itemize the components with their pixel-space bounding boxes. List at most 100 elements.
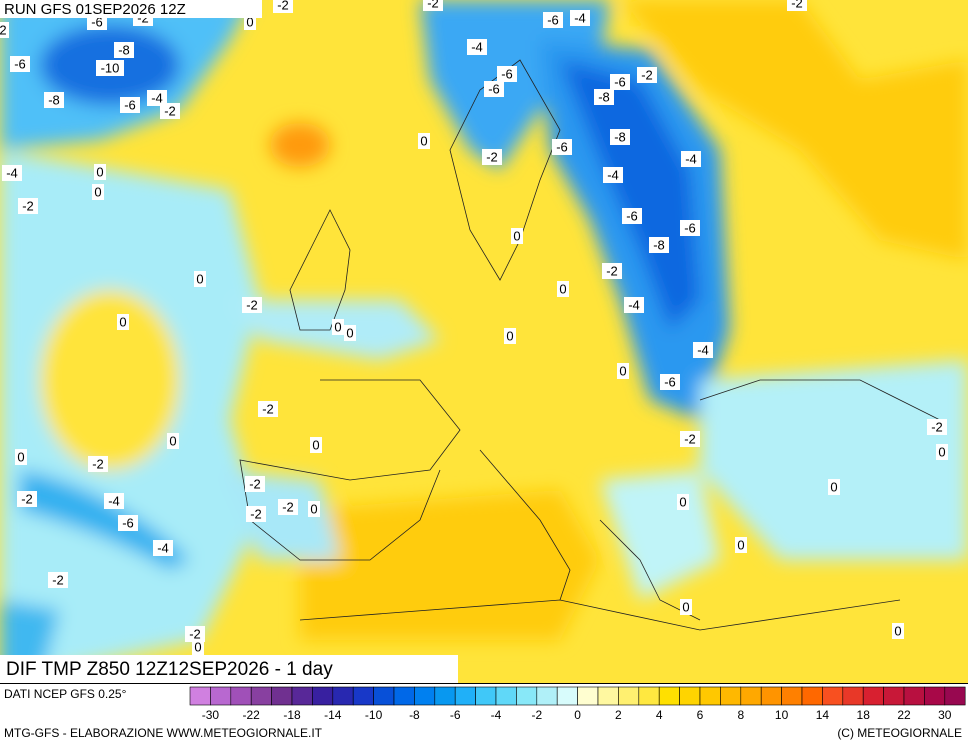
legend-label: -4 bbox=[491, 708, 502, 722]
contour-label: -4 bbox=[685, 151, 697, 166]
legend-swatch bbox=[781, 686, 803, 706]
contour-label: 0 bbox=[312, 437, 319, 452]
contour-label-box bbox=[927, 419, 947, 435]
contour-label-box bbox=[892, 623, 904, 639]
legend-swatch bbox=[679, 686, 701, 706]
legend-swatch bbox=[434, 686, 456, 706]
legend-swatch bbox=[516, 686, 538, 706]
legend-swatch bbox=[454, 686, 476, 706]
contour-label-box bbox=[246, 506, 266, 522]
contour-label: -2 bbox=[249, 476, 261, 491]
contour-label: -4 bbox=[108, 493, 120, 508]
legend-swatch bbox=[556, 686, 578, 706]
legend-swatch bbox=[597, 686, 619, 706]
contour-label: 0 bbox=[334, 319, 341, 334]
contour-label-box bbox=[153, 540, 173, 556]
contour-label: -2 bbox=[164, 103, 176, 118]
contour-label-box bbox=[624, 297, 644, 313]
contour-label-box bbox=[660, 374, 680, 390]
legend-swatch bbox=[903, 686, 925, 706]
contour-label-box bbox=[828, 479, 840, 495]
contour-label: -2 bbox=[246, 297, 258, 312]
contour-label-box bbox=[497, 66, 517, 82]
contour-label-box bbox=[308, 501, 320, 517]
contour-label: -8 bbox=[48, 92, 60, 107]
contour-label-box bbox=[504, 328, 516, 344]
contour-label-box bbox=[482, 149, 502, 165]
contour-label: 0 bbox=[310, 501, 317, 516]
contour-label-box bbox=[511, 228, 523, 244]
contour-label: 0 bbox=[513, 228, 520, 243]
contour-label: 0 bbox=[96, 164, 103, 179]
contour-label-box bbox=[242, 297, 262, 313]
run-label: RUN GFS 01SEP2026 12Z bbox=[4, 1, 186, 18]
contour-label-box bbox=[680, 431, 700, 447]
legend-swatch bbox=[250, 686, 272, 706]
contour-label-box bbox=[936, 444, 948, 460]
contour-label: -6 bbox=[684, 220, 696, 235]
contour-label-box bbox=[96, 60, 124, 76]
contour-label: -6 bbox=[122, 515, 134, 530]
contour-label-box bbox=[273, 0, 293, 13]
contour-label: -6 bbox=[14, 56, 26, 71]
legend-label: 8 bbox=[737, 708, 744, 722]
contour-label: -2 bbox=[189, 626, 201, 641]
contour-label-box bbox=[114, 42, 134, 58]
contour-label-box bbox=[44, 92, 64, 108]
contour-label: -4 bbox=[6, 165, 18, 180]
contour-label-box bbox=[17, 491, 37, 507]
legend-swatch bbox=[210, 686, 232, 706]
contour-label: -6 bbox=[124, 97, 136, 112]
copyright: (C) METEOGIORNALE bbox=[837, 726, 962, 740]
contour-label-box bbox=[194, 271, 206, 287]
contour-label-box bbox=[18, 198, 38, 214]
legend-swatch bbox=[495, 686, 517, 706]
contour-label-box bbox=[680, 220, 700, 236]
contour-label: -2 bbox=[684, 431, 696, 446]
legend-label: -8 bbox=[409, 708, 420, 722]
contour-label-box bbox=[602, 263, 622, 279]
contour-label: -6 bbox=[91, 14, 103, 29]
contour-label-box bbox=[677, 494, 689, 510]
contour-label: -4 bbox=[628, 297, 640, 312]
contour-label-box bbox=[10, 56, 30, 72]
legend-swatch bbox=[312, 686, 334, 706]
contour-label-box bbox=[484, 81, 504, 97]
contour-label-box bbox=[167, 433, 179, 449]
legend-label: 4 bbox=[656, 708, 663, 722]
contour-label-box bbox=[88, 456, 108, 472]
legend-swatch bbox=[862, 686, 884, 706]
contour-label-box bbox=[0, 22, 9, 38]
contour-label-box bbox=[147, 90, 167, 106]
contour-label: 0 bbox=[169, 433, 176, 448]
contour-label-box bbox=[258, 401, 278, 417]
legend-label: 30 bbox=[938, 708, 952, 722]
contour-label-box bbox=[423, 0, 443, 11]
legend-swatch bbox=[618, 686, 640, 706]
contour-label: -2 bbox=[22, 198, 34, 213]
legend-swatch bbox=[373, 686, 395, 706]
contour-label: -2 bbox=[52, 572, 64, 587]
contour-label: -4 bbox=[697, 342, 709, 357]
contour-label-box bbox=[693, 342, 713, 358]
contour-label: -6 bbox=[626, 208, 638, 223]
legend-swatch bbox=[393, 686, 415, 706]
contour-label: -6 bbox=[556, 139, 568, 154]
contour-label-box bbox=[649, 237, 669, 253]
legend-swatch bbox=[291, 686, 313, 706]
legend-swatch bbox=[760, 686, 782, 706]
contour-label: -6 bbox=[488, 81, 500, 96]
legend-swatch bbox=[475, 686, 497, 706]
contour-label-box bbox=[552, 139, 572, 155]
contour-label: -2 bbox=[791, 0, 803, 10]
contour-label: 0 bbox=[346, 325, 353, 340]
contour-label: -2 bbox=[282, 499, 294, 514]
coastlines bbox=[239, 59, 941, 631]
contour-label: -2 bbox=[250, 506, 262, 521]
legend-swatch bbox=[577, 686, 599, 706]
contour-label: 0 bbox=[559, 281, 566, 296]
contour-label-box bbox=[245, 476, 265, 492]
legend: -30 -22 -18 -14 -10 -8 -6 -4 -2 0 2 4 6 8 10 14 18 22 30 bbox=[189, 686, 966, 722]
contour-label-box bbox=[310, 437, 322, 453]
contour-label: 0 bbox=[938, 444, 945, 459]
